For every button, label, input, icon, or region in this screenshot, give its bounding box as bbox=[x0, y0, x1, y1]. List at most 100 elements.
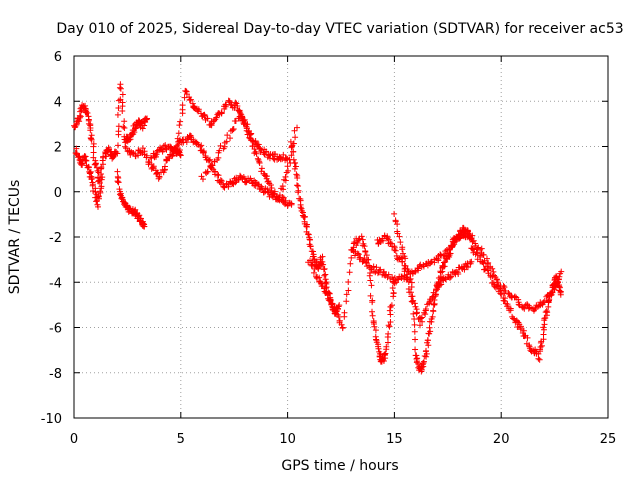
data-point bbox=[77, 113, 84, 120]
data-point bbox=[424, 337, 431, 344]
data-point bbox=[387, 318, 394, 325]
data-point bbox=[89, 181, 96, 188]
series-track-f bbox=[170, 132, 295, 209]
data-point bbox=[125, 208, 132, 215]
data-point bbox=[290, 156, 297, 163]
data-point bbox=[226, 98, 233, 105]
data-point bbox=[456, 235, 463, 242]
data-point bbox=[532, 306, 539, 313]
data-point bbox=[200, 149, 207, 156]
data-point bbox=[343, 298, 350, 305]
data-point bbox=[119, 107, 126, 114]
data-point bbox=[204, 168, 211, 175]
data-point bbox=[177, 152, 184, 159]
data-point bbox=[414, 358, 421, 365]
data-point bbox=[416, 322, 423, 329]
data-point bbox=[520, 327, 527, 334]
data-point bbox=[376, 353, 383, 360]
data-point bbox=[464, 264, 471, 271]
data-point bbox=[359, 258, 366, 265]
data-point bbox=[214, 171, 221, 178]
data-point bbox=[174, 142, 181, 149]
data-point bbox=[343, 291, 350, 298]
data-point bbox=[235, 108, 242, 115]
data-point bbox=[445, 246, 452, 253]
data-point bbox=[179, 102, 186, 109]
data-point bbox=[437, 269, 444, 276]
data-point bbox=[371, 323, 378, 330]
data-point bbox=[293, 182, 300, 189]
data-point bbox=[115, 179, 122, 186]
series-track-c bbox=[114, 168, 148, 230]
data-point bbox=[373, 264, 380, 271]
data-point bbox=[515, 296, 522, 303]
data-point bbox=[427, 328, 434, 335]
data-point bbox=[516, 302, 523, 309]
data-point bbox=[98, 171, 105, 178]
data-point bbox=[224, 132, 231, 139]
data-point bbox=[282, 173, 289, 180]
data-point bbox=[524, 301, 531, 308]
data-point bbox=[116, 186, 123, 193]
data-point bbox=[115, 104, 122, 111]
data-point bbox=[143, 152, 150, 159]
data-point bbox=[310, 269, 317, 276]
data-point bbox=[557, 291, 564, 298]
data-point bbox=[549, 289, 556, 296]
data-point bbox=[362, 247, 369, 254]
data-point bbox=[305, 231, 312, 238]
data-point bbox=[361, 255, 368, 262]
data-point bbox=[505, 289, 512, 296]
data-point bbox=[309, 259, 316, 266]
data-point bbox=[117, 81, 124, 88]
data-point bbox=[500, 282, 507, 289]
data-point bbox=[362, 259, 369, 266]
data-point bbox=[141, 223, 148, 230]
data-point bbox=[369, 308, 376, 315]
data-point bbox=[152, 152, 159, 159]
data-point bbox=[335, 303, 342, 310]
y-tick-label: 6 bbox=[54, 50, 62, 65]
data-point bbox=[114, 178, 121, 185]
data-point bbox=[139, 145, 146, 152]
data-point bbox=[287, 138, 294, 145]
y-tick-label: -8 bbox=[49, 367, 62, 382]
data-point bbox=[553, 273, 560, 280]
data-point bbox=[341, 309, 348, 316]
data-point bbox=[267, 182, 274, 189]
data-point bbox=[232, 179, 239, 186]
data-point bbox=[291, 127, 298, 134]
data-point bbox=[238, 174, 245, 181]
data-point bbox=[535, 355, 542, 362]
data-point bbox=[431, 259, 438, 266]
x-tick-label: 10 bbox=[279, 432, 296, 447]
data-point bbox=[517, 325, 524, 332]
x-tick-label: 0 bbox=[70, 432, 78, 447]
series-track-h bbox=[287, 138, 343, 317]
data-point bbox=[95, 193, 102, 200]
data-point bbox=[373, 337, 380, 344]
data-point bbox=[217, 177, 224, 184]
data-point bbox=[418, 314, 425, 321]
data-point bbox=[385, 236, 392, 243]
data-point bbox=[293, 171, 300, 178]
data-point bbox=[208, 162, 215, 169]
data-point bbox=[422, 348, 429, 355]
data-point bbox=[361, 243, 368, 250]
data-point bbox=[270, 155, 277, 162]
data-point bbox=[554, 279, 561, 286]
data-point bbox=[411, 321, 418, 328]
data-point bbox=[282, 197, 289, 204]
y-tick-label: -6 bbox=[49, 322, 62, 337]
data-point bbox=[347, 260, 354, 267]
data-point bbox=[479, 259, 486, 266]
data-point bbox=[292, 134, 299, 141]
data-point bbox=[430, 307, 437, 314]
data-point bbox=[258, 183, 265, 190]
data-point bbox=[374, 270, 381, 277]
data-point bbox=[365, 262, 372, 269]
data-point bbox=[263, 149, 270, 156]
data-point bbox=[429, 313, 436, 320]
data-point bbox=[119, 196, 126, 203]
